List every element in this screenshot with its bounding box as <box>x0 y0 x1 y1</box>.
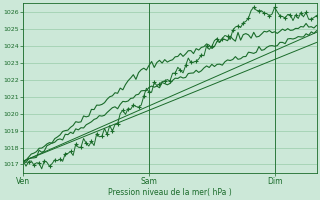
X-axis label: Pression niveau de la mer( hPa ): Pression niveau de la mer( hPa ) <box>108 188 232 197</box>
